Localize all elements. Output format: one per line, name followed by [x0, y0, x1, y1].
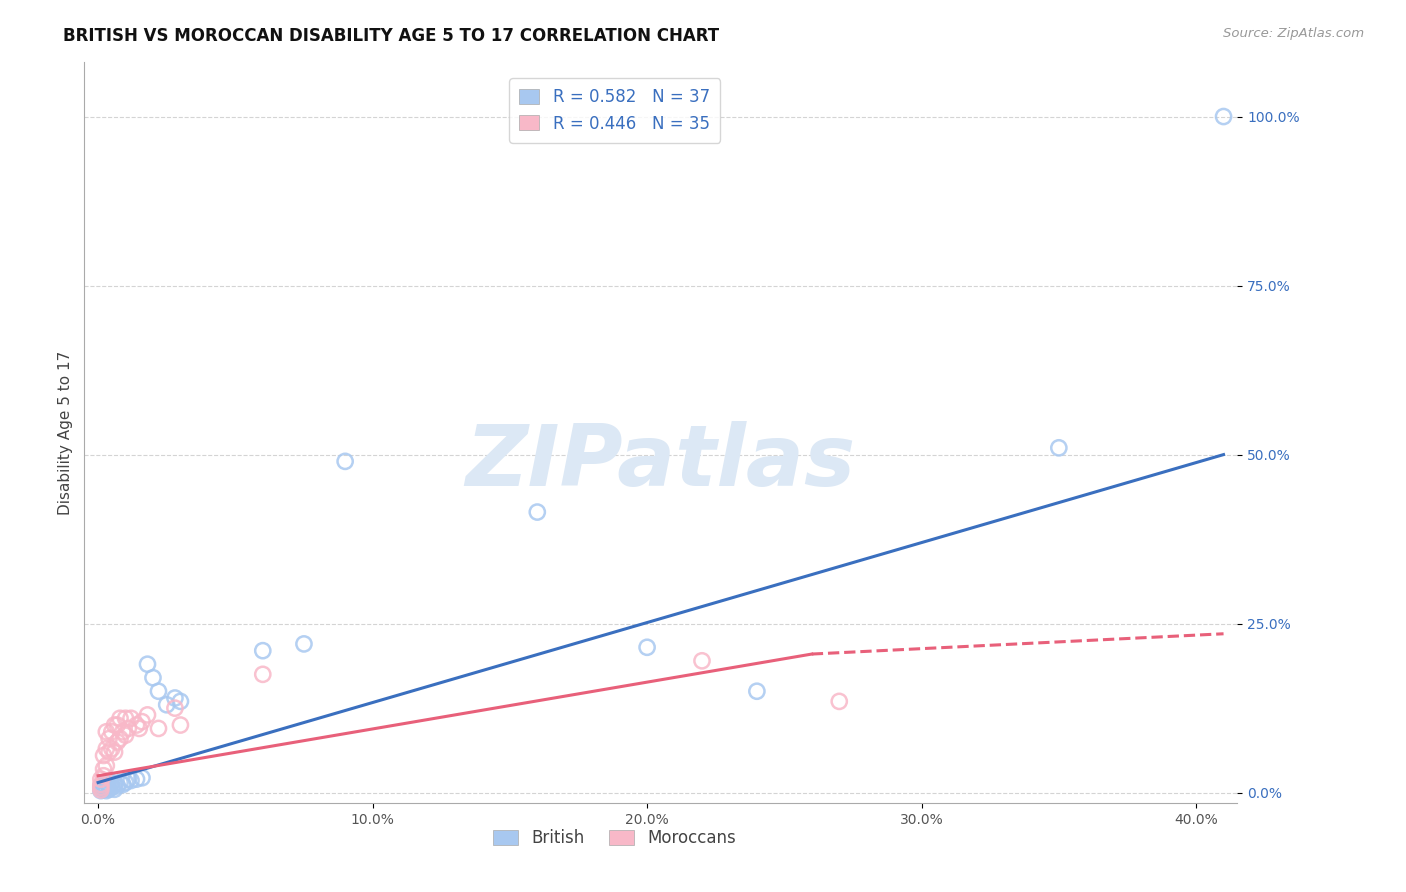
Point	[90, 778, 112, 792]
Point	[117, 722, 139, 736]
Point	[90, 783, 112, 797]
Point	[90, 780, 112, 795]
Point	[292, 637, 315, 651]
Text: Source: ZipAtlas.com: Source: ZipAtlas.com	[1223, 27, 1364, 40]
Point	[96, 758, 118, 772]
Point	[828, 694, 851, 708]
Point	[120, 773, 142, 788]
Point	[90, 779, 112, 793]
Y-axis label: Disability Age 5 to 17: Disability Age 5 to 17	[58, 351, 73, 515]
Point	[148, 722, 170, 736]
Point	[103, 782, 125, 797]
Point	[252, 667, 274, 681]
Point	[93, 769, 115, 783]
Point	[163, 701, 186, 715]
Point	[163, 691, 186, 706]
Point	[156, 698, 179, 712]
Point	[90, 772, 112, 786]
Point	[93, 780, 115, 795]
Point	[108, 731, 131, 746]
Point	[98, 745, 121, 759]
Point	[105, 779, 128, 793]
Point	[131, 714, 153, 729]
Point	[101, 741, 124, 756]
Point	[111, 724, 134, 739]
Point	[93, 778, 115, 792]
Point	[169, 694, 191, 708]
Point	[1047, 441, 1070, 455]
Point	[93, 782, 115, 797]
Point	[98, 782, 121, 797]
Legend: British, Moroccans: British, Moroccans	[486, 822, 744, 854]
Point	[114, 775, 136, 789]
Point	[101, 724, 124, 739]
Point	[96, 741, 118, 756]
Point	[105, 718, 128, 732]
Point	[90, 783, 112, 797]
Point	[636, 640, 658, 655]
Point	[103, 778, 125, 792]
Point	[96, 783, 118, 797]
Point	[333, 454, 356, 468]
Point	[96, 780, 118, 795]
Point	[136, 707, 159, 722]
Point	[93, 762, 115, 776]
Point	[131, 771, 153, 785]
Point	[96, 724, 118, 739]
Point	[148, 684, 170, 698]
Point	[105, 735, 128, 749]
Text: ZIPatlas: ZIPatlas	[465, 421, 856, 504]
Text: BRITISH VS MOROCCAN DISABILITY AGE 5 TO 17 CORRELATION CHART: BRITISH VS MOROCCAN DISABILITY AGE 5 TO …	[63, 27, 720, 45]
Point	[103, 718, 125, 732]
Point	[252, 643, 274, 657]
Point	[98, 731, 121, 746]
Point	[745, 684, 768, 698]
Point	[101, 775, 124, 789]
Point	[690, 654, 713, 668]
Point	[142, 671, 165, 685]
Point	[93, 748, 115, 763]
Point	[125, 772, 148, 786]
Point	[101, 780, 124, 795]
Point	[120, 711, 142, 725]
Point	[103, 745, 125, 759]
Point	[128, 722, 150, 736]
Point	[108, 711, 131, 725]
Point	[526, 505, 548, 519]
Point	[96, 775, 118, 789]
Point	[136, 657, 159, 672]
Point	[98, 779, 121, 793]
Point	[1212, 110, 1234, 124]
Point	[111, 778, 134, 792]
Point	[114, 728, 136, 742]
Point	[125, 718, 148, 732]
Point	[114, 711, 136, 725]
Point	[169, 718, 191, 732]
Point	[108, 775, 131, 789]
Point	[90, 780, 112, 795]
Point	[117, 772, 139, 786]
